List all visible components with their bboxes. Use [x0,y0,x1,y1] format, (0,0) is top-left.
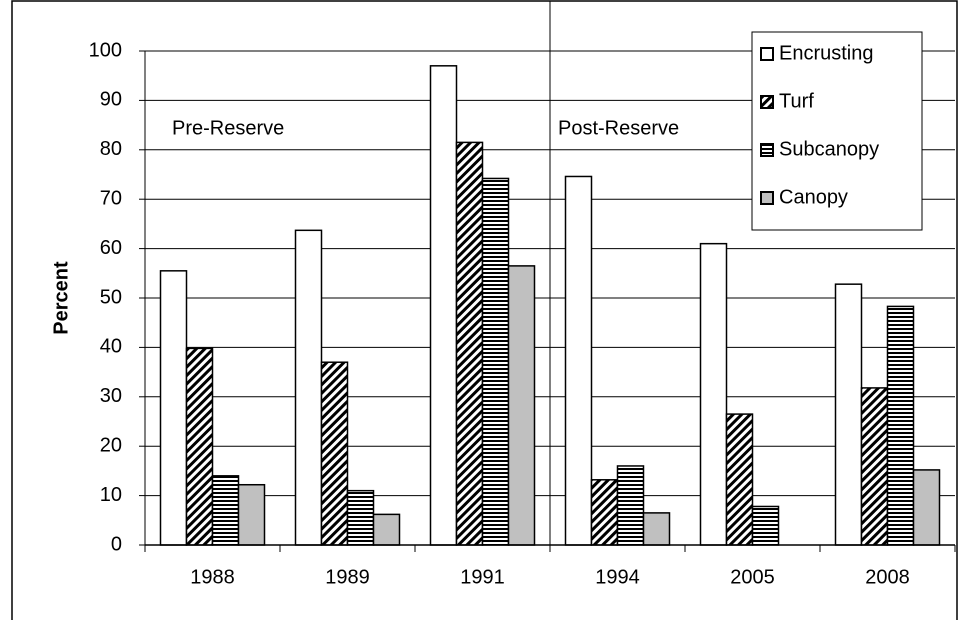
bar [912,469,941,546]
y-tick-label: 30 [100,385,122,407]
bar [886,305,915,546]
y-tick-label: 70 [100,187,122,209]
bar [237,483,266,546]
bar [372,513,401,546]
bar [751,505,780,546]
bar [320,361,349,546]
y-tick-label: 60 [100,237,122,259]
legend-label: Subcanopy [779,138,879,160]
y-tick-label: 80 [100,138,122,160]
bar [699,242,728,546]
bar [294,229,323,546]
legend-label: Turf [779,90,814,112]
bar [455,141,484,546]
y-tick-label: 40 [100,336,122,358]
bar [185,347,214,546]
bar [642,512,671,546]
annotation: Pre-Reserve [172,117,284,139]
x-tick-label: 2008 [865,566,910,588]
legend-label: Canopy [779,186,848,208]
y-tick-label: 0 [111,533,122,555]
legend-box [751,31,923,231]
legend-marker [760,191,774,205]
legend-marker [760,95,774,109]
bar [725,413,754,546]
x-tick-label: 1988 [190,566,235,588]
annotation: Post-Reserve [558,117,679,139]
bar [616,465,645,546]
y-tick-label: 100 [89,39,122,61]
bar [564,175,593,546]
frame [11,0,958,620]
bar [429,65,458,546]
bar [481,177,510,546]
y-tick-label: 50 [100,286,122,308]
y-axis-title: Percent [50,261,72,335]
bar [211,475,240,546]
x-tick-label: 2005 [730,566,775,588]
bar [346,489,375,546]
legend-label: Encrusting [779,42,874,64]
x-tick-label: 1994 [595,566,640,588]
bar [507,265,536,546]
x-tick-label: 1991 [460,566,505,588]
x-tick-label: 1989 [325,566,370,588]
y-tick-label: 20 [100,434,122,456]
bar [860,387,889,546]
bar [159,270,188,546]
legend-marker [760,143,774,157]
legend-marker [760,47,774,61]
y-tick-label: 10 [100,484,122,506]
bar [590,479,619,546]
y-tick-label: 90 [100,89,122,111]
bar [834,283,863,546]
